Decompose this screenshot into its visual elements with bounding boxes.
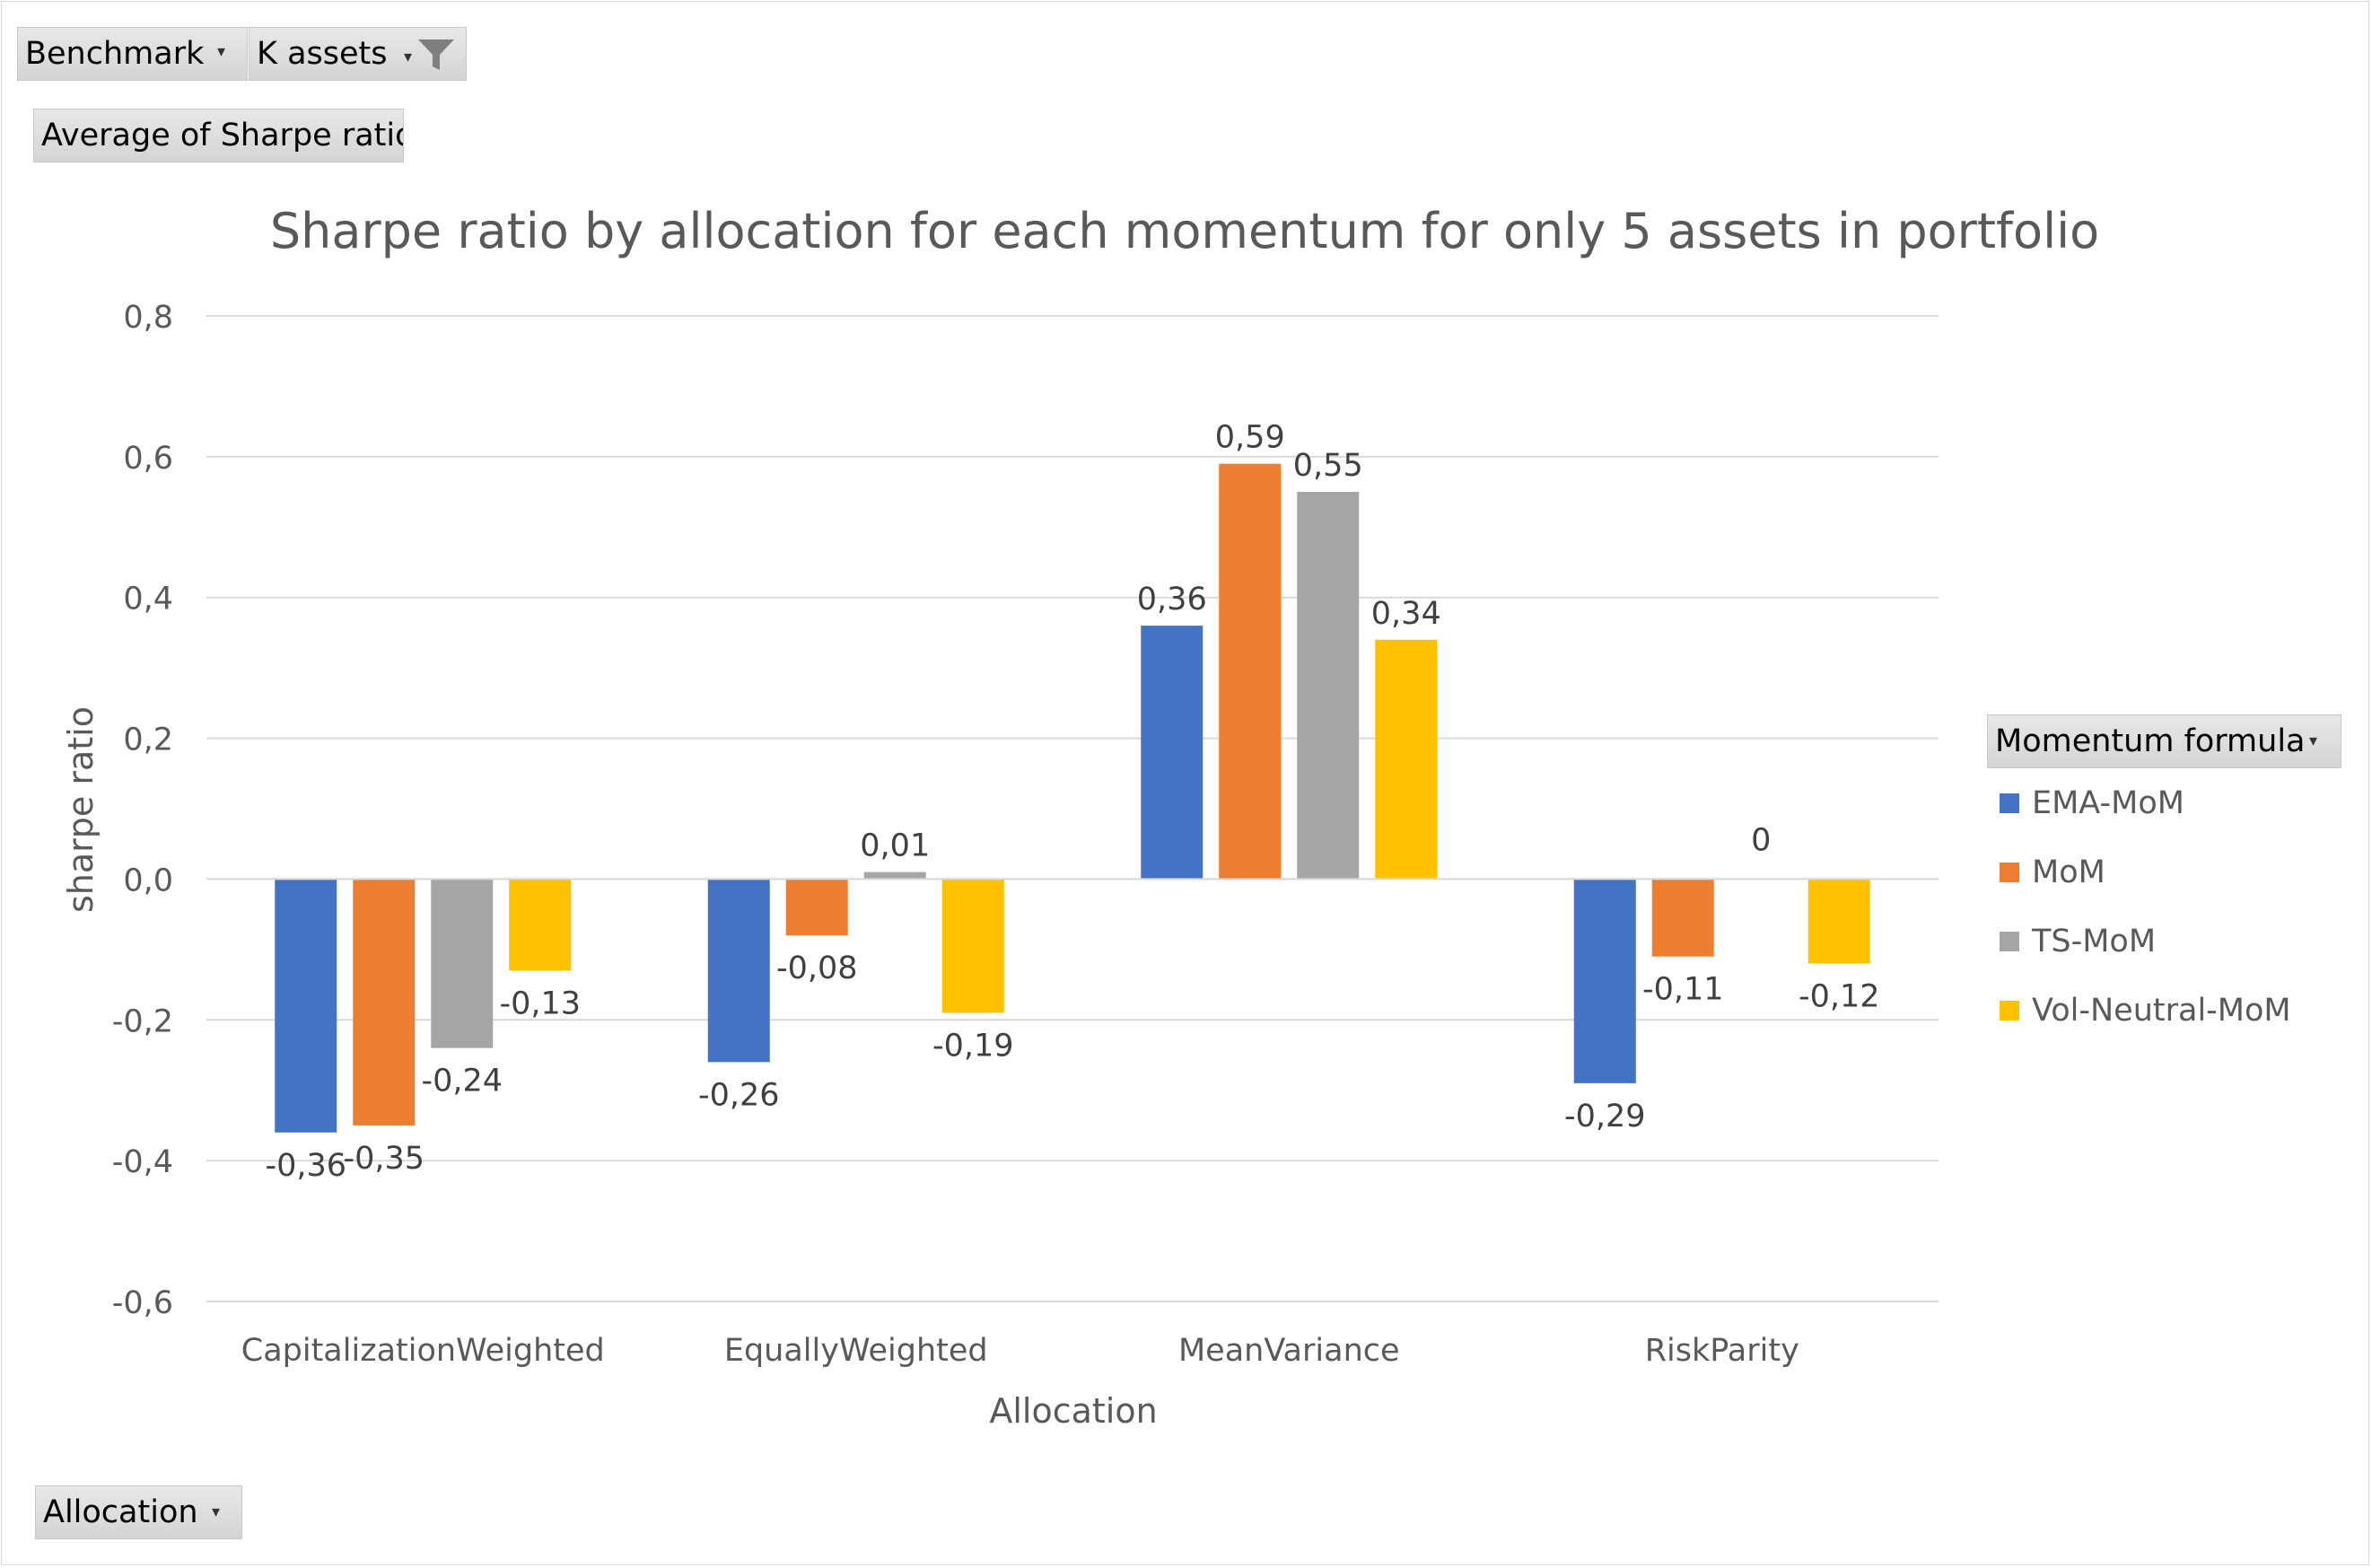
k-assets-filter-label: K assets <box>257 36 388 72</box>
legend-item[interactable]: EMA-MoM <box>2000 781 2184 826</box>
benchmark-filter-button[interactable]: Benchmark ▾ <box>17 27 248 81</box>
legend-label: EMA-MoM <box>2032 785 2184 821</box>
bar-ts-mom <box>1297 492 1360 880</box>
data-label: -0,11 <box>1642 972 1724 1008</box>
data-label: 0,55 <box>1293 448 1363 484</box>
data-label: -0,19 <box>932 1028 1014 1064</box>
bar-mom <box>1219 463 1282 880</box>
funnel-filter-icon <box>418 39 454 70</box>
x-tick-label: MeanVariance <box>1178 1333 1400 1369</box>
bars <box>275 463 1870 1133</box>
data-label: -0,29 <box>1564 1099 1646 1134</box>
chevron-down-icon: ▾ <box>404 48 413 66</box>
legend-item[interactable]: Vol-Neutral-MoM <box>2000 988 2291 1033</box>
bar-vol-neutral-mom <box>1375 639 1438 880</box>
value-field-label: Average of Sharpe ratio <box>41 118 404 153</box>
axis-field-label: Allocation <box>43 1494 198 1530</box>
data-label: 0,36 <box>1137 582 1207 618</box>
data-label: 0,59 <box>1215 420 1285 456</box>
x-tick-label: RiskParity <box>1645 1333 1799 1369</box>
y-axis-title: sharpe ratio <box>61 706 101 913</box>
legend-swatch <box>2000 932 2019 951</box>
legend-swatch <box>2000 1001 2019 1021</box>
axis-field-button[interactable]: Allocation ▾ <box>35 1485 242 1539</box>
x-axis-title: Allocation <box>989 1391 1157 1431</box>
data-labels: -0,36-0,35 -0,24 -0,13 -0,26 -0,08 0,01 -0,19 0… <box>265 420 1879 1184</box>
y-tick-label: -0,4 <box>112 1144 173 1180</box>
data-label: -0,13 <box>499 985 581 1021</box>
bar-ema-mom <box>1573 879 1636 1083</box>
bar-vol-neutral-mom <box>509 879 572 971</box>
legend-swatch <box>2000 863 2019 882</box>
data-label: -0,12 <box>1799 979 1880 1015</box>
y-tick-label: -0,6 <box>112 1285 173 1321</box>
value-field-button[interactable]: Average of Sharpe ratio <box>33 109 404 162</box>
benchmark-filter-label: Benchmark <box>25 36 205 72</box>
legend-label: Vol-Neutral-MoM <box>2032 993 2291 1029</box>
chevron-down-icon: ▾ <box>2309 731 2318 750</box>
x-axis-ticks: CapitalizationWeighted EquallyWeighted Mea… <box>241 1333 1799 1369</box>
y-axis-ticks: 0,8 0,6 0,4 0,2 0,0 -0,2 -0,4 -0,6 <box>112 300 173 1321</box>
data-label: -0,24 <box>421 1064 503 1099</box>
bar-mom <box>785 879 848 936</box>
gridlines <box>206 315 1939 1302</box>
legend-field-label: Momentum formula <box>1995 723 2306 759</box>
data-label: 0 <box>1751 822 1771 858</box>
legend-item[interactable]: TS-MoM <box>2000 919 2156 964</box>
x-tick-label: CapitalizationWeighted <box>241 1333 605 1369</box>
data-label: -0,26 <box>698 1077 780 1113</box>
data-label: 0,01 <box>860 828 930 864</box>
legend-item[interactable]: MoM <box>2000 850 2105 895</box>
bar-vol-neutral-mom <box>1807 879 1870 964</box>
y-tick-label: 0,4 <box>123 582 173 618</box>
bar-ema-mom <box>275 879 337 1133</box>
chevron-down-icon: ▾ <box>212 1502 221 1521</box>
bar-mom <box>1651 879 1714 957</box>
y-tick-label: -0,2 <box>112 1003 173 1039</box>
bar-ts-mom <box>431 879 494 1048</box>
data-label: -0,08 <box>776 950 858 986</box>
legend-label: MoM <box>2032 854 2105 890</box>
bar-mom <box>353 879 416 1126</box>
bar-ema-mom <box>707 879 770 1063</box>
legend-label: TS-MoM <box>2032 924 2157 959</box>
k-assets-filter-button[interactable]: K assets ▾ <box>249 27 467 81</box>
bar-vol-neutral-mom <box>941 879 1004 1013</box>
chevron-down-icon: ▾ <box>217 42 226 61</box>
y-tick-label: 0,0 <box>123 863 173 898</box>
chart-title: Sharpe ratio by allocation for each mome… <box>270 203 2099 259</box>
legend-field-button[interactable]: Momentum formula ▾ <box>1987 714 2341 768</box>
x-tick-label: EquallyWeighted <box>724 1333 988 1369</box>
bar-ema-mom <box>1141 626 1204 880</box>
y-tick-label: 0,6 <box>123 441 173 477</box>
data-label: -0,35 <box>343 1141 425 1177</box>
y-tick-label: 0,8 <box>123 300 173 336</box>
bar-ts-mom <box>863 872 926 880</box>
legend-swatch <box>2000 793 2019 813</box>
data-label: 0,34 <box>1371 596 1441 632</box>
data-label: -0,36 <box>265 1148 346 1184</box>
y-tick-label: 0,2 <box>123 723 173 758</box>
